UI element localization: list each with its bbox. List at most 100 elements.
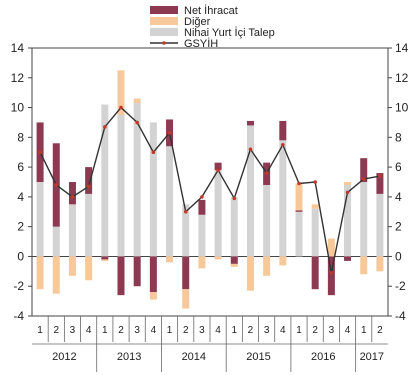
bar-domestic-demand [295, 211, 303, 257]
legend-other-swatch [150, 17, 178, 25]
gdp-point [200, 195, 204, 199]
gdp-point [54, 183, 59, 187]
y-tick-label-right: 2 [395, 220, 402, 234]
y-tick-label-left: 0 [17, 249, 24, 263]
gdp-point [297, 181, 301, 186]
x-tick-label-quarter: 1 [167, 325, 173, 336]
legend-other-label: Diğer [184, 16, 211, 28]
bar-other [327, 238, 335, 257]
x-tick-label-year: 2016 [311, 351, 335, 363]
bar-domestic-demand [214, 170, 222, 257]
gdp-point [167, 131, 172, 135]
bar-domestic-demand [360, 182, 368, 257]
legend-net-exports-label: Net İhracat [184, 4, 238, 17]
bar-domestic-demand [230, 196, 238, 257]
legend-net-exports-item: Net İhracat [150, 4, 238, 17]
x-tick-label-year: 2017 [360, 351, 384, 363]
y-tick-label-right: 0 [395, 249, 402, 263]
x-tick-label-quarter: 3 [70, 325, 76, 336]
bar-other [85, 256, 93, 281]
x-tick-label-quarter: 3 [329, 325, 335, 336]
bar-domestic-demand [279, 140, 287, 257]
bar-other [360, 256, 368, 275]
bar-other [36, 256, 44, 290]
x-tick-label-quarter: 2 [118, 325, 124, 336]
y-tick-label-right: 6 [395, 160, 402, 174]
y-tick-label-right: 10 [395, 101, 409, 115]
bar-other [101, 259, 109, 261]
bar-other [117, 70, 125, 115]
bar-other [279, 256, 287, 266]
bar-domestic-demand [68, 204, 76, 257]
bar-net-exports [133, 256, 141, 287]
bar-domestic-demand [52, 226, 60, 257]
bar-net-exports [68, 182, 76, 205]
legend-other-item: Diğer [150, 16, 211, 28]
x-tick-label-quarter: 3 [264, 325, 270, 336]
y-tick-label-left: -2 [13, 279, 24, 293]
bar-net-exports [295, 210, 303, 212]
bar-other [133, 98, 141, 104]
x-tick-label-quarter: 4 [345, 325, 351, 336]
bar-other [263, 256, 271, 276]
bar-other [52, 256, 60, 294]
bar-net-exports [182, 256, 190, 290]
bar-domestic-demand [166, 146, 174, 257]
bar-other [295, 183, 303, 211]
y-tick-label-left: 8 [17, 130, 24, 144]
bar-net-exports [214, 162, 222, 171]
y-tick-label-left: 4 [17, 190, 24, 204]
bar-domestic-demand [263, 184, 271, 257]
gdp-point [281, 142, 285, 147]
x-tick-label-quarter: 1 [231, 325, 237, 336]
bar-other [246, 256, 254, 291]
x-tick-label-quarter: 1 [361, 325, 367, 336]
y-tick-label-left: 12 [11, 71, 25, 85]
bar-net-exports [101, 256, 109, 260]
bar-other [68, 256, 76, 276]
bar-domestic-demand [36, 182, 44, 257]
y-tick-label-right: -4 [395, 309, 406, 323]
bar-net-exports [327, 256, 335, 296]
y-tick-label-left: 14 [11, 41, 25, 55]
y-tick-label-left: 2 [17, 220, 24, 234]
bar-other [182, 289, 190, 309]
x-tick-label-quarter: 2 [53, 325, 59, 336]
bar-net-exports [279, 120, 287, 141]
bar-net-exports [360, 158, 368, 182]
gdp-point [329, 271, 334, 275]
x-tick-label-quarter: 2 [377, 325, 383, 336]
x-tick-label-quarter: 4 [215, 325, 221, 336]
x-tick-label-quarter: 3 [134, 325, 140, 336]
bar-net-exports [198, 199, 206, 215]
y-tick-label-left: -4 [13, 309, 24, 323]
y-tick-label-right: 14 [395, 41, 409, 55]
gdp-point [86, 184, 91, 189]
bar-net-exports [311, 256, 319, 290]
bar-domestic-demand [182, 204, 190, 257]
bar-domestic-demand [198, 214, 206, 257]
gdp-point [119, 105, 123, 110]
gdp-point [183, 209, 188, 214]
legend-gdp-label: GSYİH [184, 37, 218, 50]
x-tick-label-quarter: 1 [296, 325, 302, 336]
bar-other [376, 256, 384, 272]
bar-net-exports [149, 256, 157, 293]
bar-domestic-demand [101, 104, 109, 257]
x-tick-label-quarter: 1 [102, 325, 108, 336]
legend-domestic-demand-label: Nihai Yurt İçi Talep [184, 26, 275, 39]
bar-other [344, 182, 352, 185]
bar-domestic-demand [85, 193, 93, 257]
bar-domestic-demand [133, 103, 141, 257]
gdp-point [70, 195, 75, 199]
y-tick-label-right: 4 [395, 190, 402, 204]
legend-domestic-demand-item: Nihai Yurt İçi Talep [150, 26, 275, 39]
bar-domestic-demand [311, 208, 319, 257]
gdp-point [361, 177, 366, 181]
gdp-point [216, 168, 220, 172]
gdp-point [232, 196, 237, 201]
y-tick-label-right: 12 [395, 71, 409, 85]
bar-net-exports [376, 173, 384, 194]
legend-net-exports-swatch [150, 6, 178, 14]
